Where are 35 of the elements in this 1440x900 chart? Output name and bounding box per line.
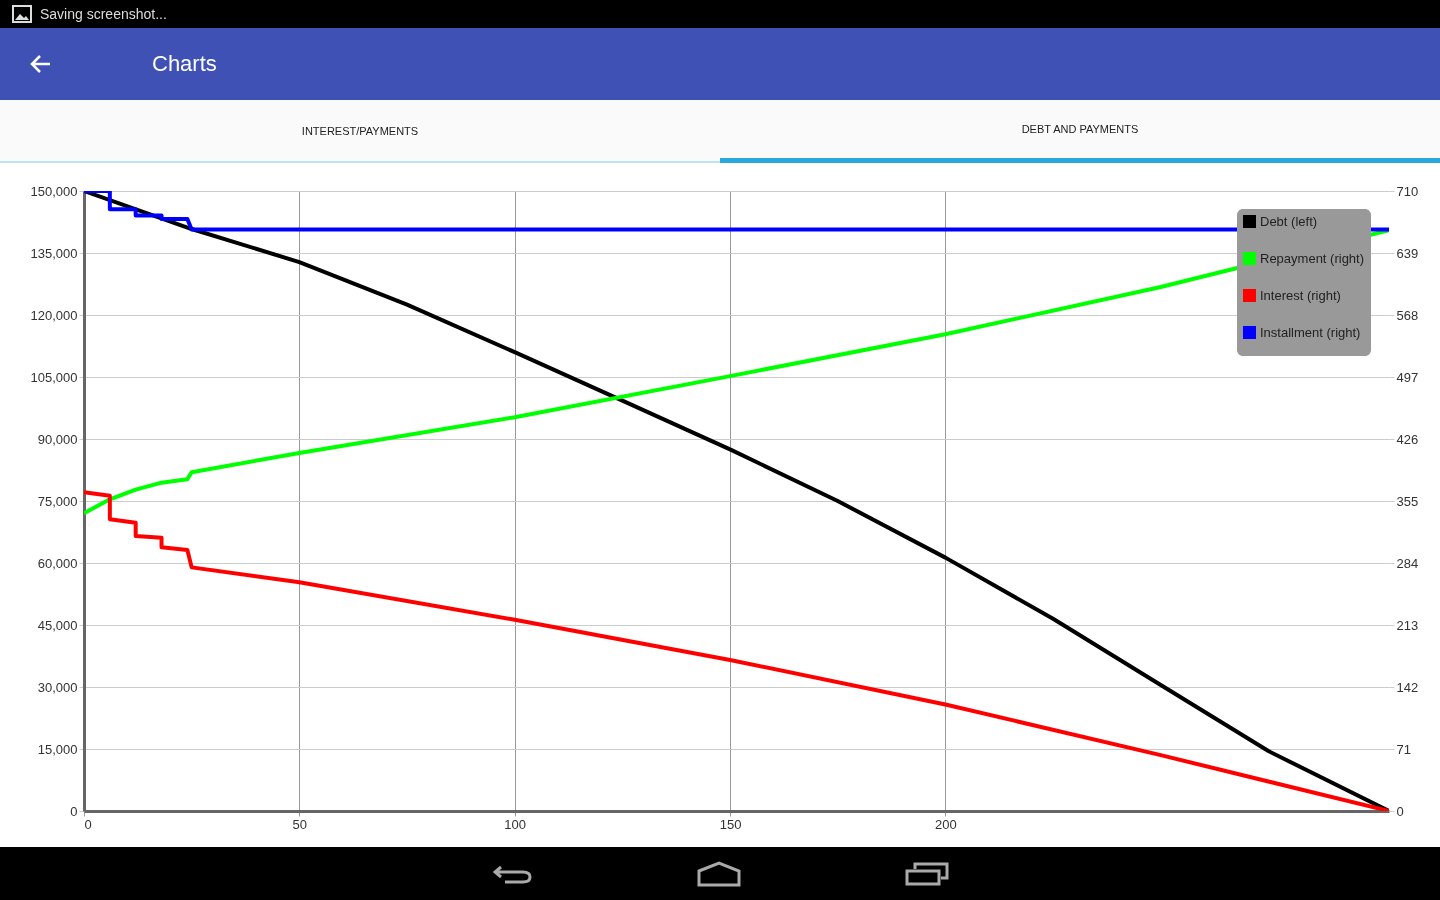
y2-tick-label: 284	[1396, 555, 1419, 571]
legend-label: Repayment (right)	[1260, 250, 1365, 266]
y-tick-label: 30,000	[37, 679, 78, 695]
y-tick-label: 120,000	[30, 307, 78, 323]
legend-label: Debt (left)	[1260, 213, 1318, 229]
x-tick-label: 150	[719, 816, 742, 832]
y2-tick-label: 710	[1396, 183, 1419, 199]
chart-title: Charts	[152, 51, 217, 77]
y2-tick-label: 213	[1396, 617, 1419, 633]
y-tick-label: 0	[70, 803, 78, 819]
y-tick-label: 150,000	[30, 183, 78, 199]
y-tick-label: 60,000	[37, 555, 78, 571]
legend-label: Interest (right)	[1260, 287, 1341, 303]
x-tick-label: 50	[292, 816, 308, 832]
text: Saving screenshot...	[40, 6, 167, 22]
x-tick-label: 200	[935, 816, 957, 832]
y2-tick-label: 568	[1396, 307, 1419, 323]
y-tick-label: 45,000	[37, 617, 78, 633]
y2-tick-label: 426	[1396, 431, 1419, 447]
y2-tick-label: 142	[1396, 679, 1419, 695]
y-tick-label: 105,000	[30, 369, 78, 385]
y2-tick-label: 0	[1396, 803, 1404, 819]
text: DEBT AND PAYMENTS	[720, 100, 1440, 163]
y2-tick-label: 71	[1396, 741, 1411, 757]
y2-tick-label: 639	[1396, 245, 1419, 261]
legend-label: Installment (right)	[1260, 324, 1361, 340]
y-tick-label: 135,000	[30, 245, 78, 261]
y-tick-label: 75,000	[37, 493, 78, 509]
y-tick-label: 15,000	[37, 741, 78, 757]
y-tick-label: 90,000	[37, 431, 78, 447]
y2-tick-label: 355	[1396, 493, 1419, 509]
x-tick-label: 100	[504, 816, 527, 832]
x-tick-label: 0	[84, 816, 92, 832]
text: INTEREST/PAYMENTS	[0, 100, 720, 163]
y2-tick-label: 497	[1396, 369, 1419, 385]
